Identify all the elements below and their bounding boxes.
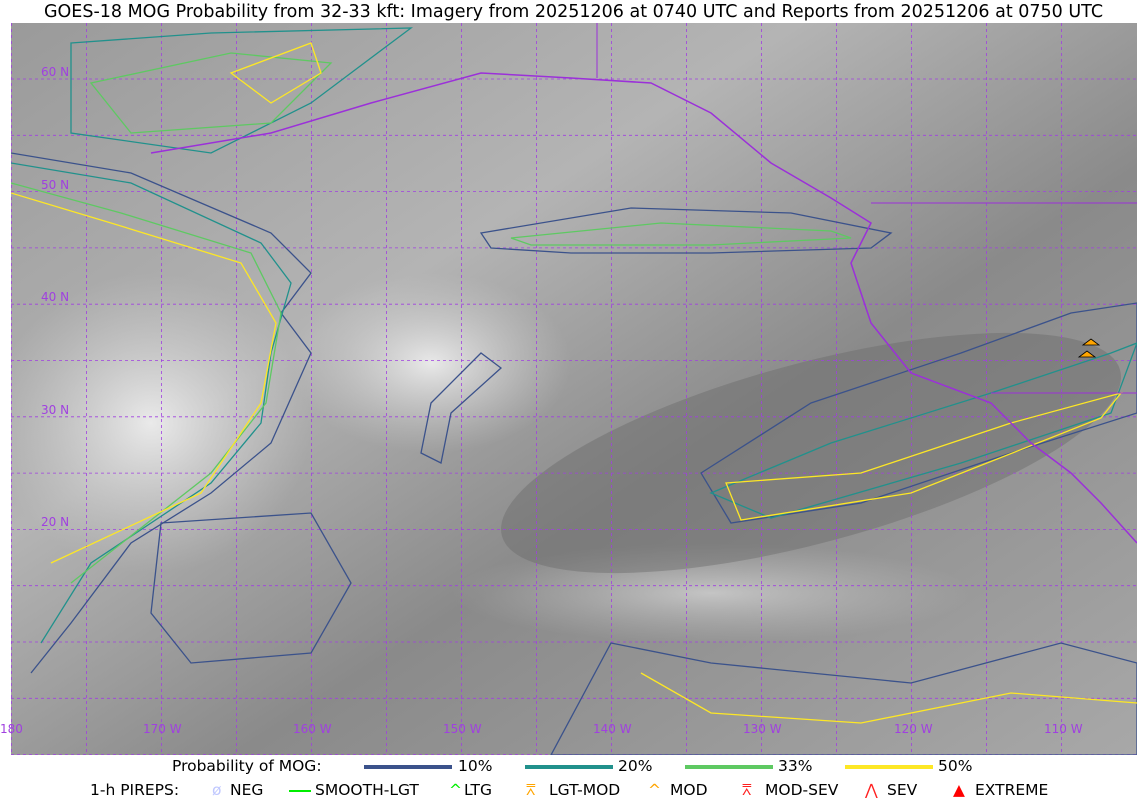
contour-10 (150, 512, 352, 664)
pirep-lgt-mod (1077, 338, 1101, 358)
lon-label-120w: 120 W (894, 722, 933, 736)
coastline (150, 72, 1137, 544)
contours (11, 27, 1137, 755)
caret-icon: ^ (449, 781, 462, 799)
lat-lon-grid (11, 23, 1137, 755)
dash-icon (289, 790, 311, 792)
lon-label-170w: 170 W (143, 722, 182, 736)
pirep-lgt-mod-label: LGT-MOD (549, 781, 621, 799)
contour-10 (420, 352, 503, 464)
contour-10 (550, 642, 1137, 755)
contour-33 (89, 52, 333, 134)
contour-33 (11, 182, 282, 584)
caret-bar-icon: ⩞ (526, 781, 536, 799)
cloud-region (11, 273, 311, 573)
lat-label-60n: 60 N (41, 65, 70, 79)
pirep-sev-label: SEV (887, 781, 918, 799)
lon-label-150w: 150 W (443, 722, 482, 736)
level-10-swatch (364, 765, 452, 769)
pireps-legend-title: 1-h PIREPS: (90, 781, 180, 799)
lat-label-50n: 50 N (41, 178, 70, 192)
pirep-mod-label: MOD (670, 781, 708, 799)
level-10-label: 10% (458, 757, 493, 775)
level-33-label: 33% (778, 757, 813, 775)
contour-50 (725, 391, 1123, 521)
level-20-swatch (525, 765, 613, 769)
contour-20 (70, 27, 414, 154)
cloud-region (451, 543, 971, 643)
contour-10 (700, 302, 1137, 524)
contour-50 (640, 672, 1137, 724)
slashed-circle-icon: ø (212, 781, 222, 799)
lat-label-40n: 40 N (41, 290, 70, 304)
pirep-smooth-lgt-label: SMOOTH-LGT (315, 781, 419, 799)
lat-label-20n: 20 N (41, 515, 70, 529)
pirep-mod-sev-label: MOD-SEV (765, 781, 839, 799)
pirep-extreme-label: EXTREME (975, 781, 1049, 799)
lon-label-110w: 110 W (1044, 722, 1083, 736)
pirep-ltg-label: LTG (464, 781, 492, 799)
contour-50 (229, 42, 322, 104)
contour-10 (11, 152, 312, 674)
contour-33 (510, 222, 852, 246)
lon-label-160w: 160 W (293, 722, 332, 736)
chart-title: GOES-18 MOG Probability from 32-33 kft: … (43, 2, 1104, 22)
lat-label-30n: 30 N (41, 403, 70, 417)
level-20-label: 20% (618, 757, 653, 775)
satellite-map (11, 23, 1137, 755)
lon-label-140w: 140 W (593, 722, 632, 736)
level-50-label: 50% (938, 757, 973, 775)
probability-legend-title: Probability of MOG: (172, 757, 322, 775)
contour-50 (11, 192, 277, 564)
filled-triangle-icon: ▲ (953, 781, 965, 799)
level-50-swatch (845, 765, 933, 769)
level-33-swatch (685, 765, 773, 769)
double-caret-bar-icon: ⩞ (742, 781, 752, 799)
contour-20 (709, 342, 1137, 519)
caret-icon: ^ (648, 781, 661, 799)
border (596, 23, 1137, 394)
lon-label-180: 180 (0, 722, 23, 736)
cloud-region (291, 273, 571, 453)
contour-10 (479, 207, 893, 254)
pirep-neg-label: NEG (230, 781, 264, 799)
double-caret-icon: ⋀ (865, 781, 878, 799)
lon-label-130w: 130 W (743, 722, 782, 736)
